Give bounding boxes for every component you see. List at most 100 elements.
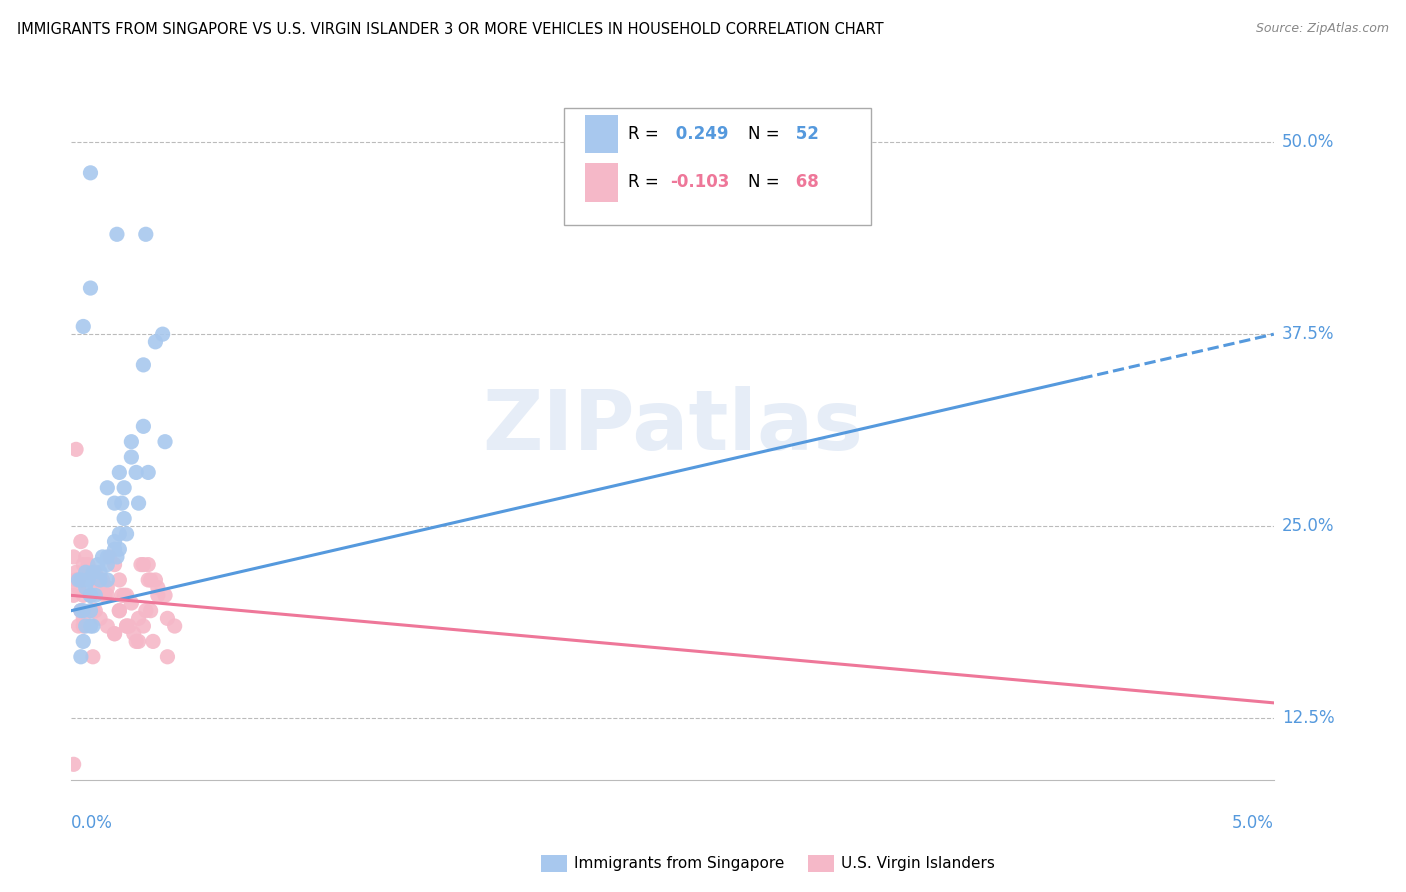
Point [72,634,94,648]
Point [89,573,111,587]
Point [115,588,138,602]
Point [79,566,101,580]
Point [96,549,118,564]
Point [75,619,97,633]
Point [67,619,90,633]
Text: 5.0%: 5.0% [1232,814,1274,832]
Point [89,611,111,625]
Point [118,619,141,633]
Text: R =: R = [628,173,664,191]
Point [136,573,159,587]
Point [108,542,131,557]
Point [152,327,174,342]
Point [108,604,131,618]
Point [72,611,94,625]
Point [84,566,107,580]
Point [79,588,101,602]
Point [112,511,135,525]
Point [77,566,100,580]
Text: 0.0%: 0.0% [72,814,112,832]
Point [82,619,104,633]
Point [139,604,162,618]
Point [108,604,131,618]
Point [125,466,148,480]
Point [86,581,108,595]
Point [77,566,100,580]
FancyBboxPatch shape [585,114,619,153]
Point [96,581,118,595]
Text: -0.103: -0.103 [671,173,730,191]
Point [146,581,169,595]
Point [145,334,167,349]
Point [89,573,111,587]
Point [103,558,125,572]
Text: 52: 52 [790,125,820,143]
Point [153,588,176,602]
Point [122,626,145,640]
Point [94,588,117,602]
Point [65,573,87,587]
Point [67,581,90,595]
Point [62,549,84,564]
Point [82,566,104,580]
Point [156,611,179,625]
Point [132,419,155,434]
Point [135,604,157,618]
Text: IMMIGRANTS FROM SINGAPORE VS U.S. VIRGIN ISLANDER 3 OR MORE VEHICLES IN HOUSEHOL: IMMIGRANTS FROM SINGAPORE VS U.S. VIRGIN… [17,22,883,37]
Point [128,634,150,648]
Text: 25.0%: 25.0% [1282,517,1334,535]
Point [139,573,162,587]
Point [79,604,101,618]
Point [173,804,195,818]
Point [72,604,94,618]
Point [67,573,90,587]
Point [96,619,118,633]
Point [142,634,165,648]
Text: Immigrants from Singapore: Immigrants from Singapore [574,856,785,871]
Point [96,481,118,495]
Point [108,573,131,587]
Point [91,549,114,564]
Point [77,558,100,572]
Point [75,566,97,580]
Point [79,281,101,295]
Point [89,566,111,580]
Text: 68: 68 [790,173,820,191]
Point [79,588,101,602]
Point [79,588,101,602]
Point [112,588,135,602]
Point [132,558,155,572]
Point [132,619,155,633]
FancyBboxPatch shape [585,163,619,202]
Point [77,573,100,587]
Point [120,450,142,464]
Point [111,496,134,510]
Point [79,619,101,633]
Point [136,466,159,480]
Text: 37.5%: 37.5% [1282,326,1334,343]
Point [112,481,135,495]
Text: 12.5%: 12.5% [1282,709,1334,727]
Point [70,649,93,664]
Point [82,649,104,664]
Point [103,496,125,510]
Point [77,573,100,587]
Point [108,466,131,480]
Point [128,611,150,625]
Point [105,227,128,242]
Point [96,558,118,572]
Text: Source: ZipAtlas.com: Source: ZipAtlas.com [1256,22,1389,36]
Point [91,573,114,587]
Point [103,626,125,640]
Point [115,527,138,541]
FancyBboxPatch shape [564,108,870,225]
Point [72,319,94,334]
Text: U.S. Virgin Islanders: U.S. Virgin Islanders [841,856,994,871]
Point [103,542,125,557]
Point [84,588,107,602]
Text: N =: N = [748,173,785,191]
Point [70,534,93,549]
Point [105,549,128,564]
Point [156,649,179,664]
Point [103,626,125,640]
